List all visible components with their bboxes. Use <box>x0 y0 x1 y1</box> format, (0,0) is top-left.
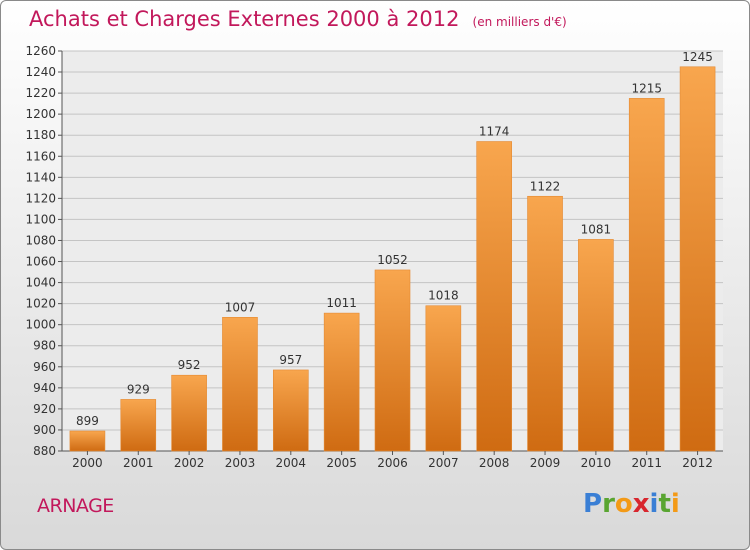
bar <box>120 399 157 452</box>
bar-value-label: 1052 <box>377 253 408 267</box>
y-tick-label: 1260 <box>25 44 56 58</box>
town-name: ARNAGE <box>37 495 114 517</box>
bar <box>323 312 360 452</box>
title-text: Achats et Charges Externes 2000 à 2012 <box>29 7 460 31</box>
bar-value-label: 1018 <box>428 289 459 303</box>
bar-value-label: 1245 <box>682 50 713 64</box>
y-tick-label: 1240 <box>25 65 56 79</box>
y-tick-label: 940 <box>33 381 56 395</box>
logo-letter: P <box>583 489 603 519</box>
x-tick-label: 2000 <box>72 456 103 470</box>
y-tick-label: 1000 <box>25 318 56 332</box>
x-tick-label: 2002 <box>174 456 205 470</box>
y-tick-label: 980 <box>33 339 56 353</box>
y-tick-label: 1160 <box>25 149 56 163</box>
y-tick-label: 920 <box>33 402 56 416</box>
bar <box>425 305 462 452</box>
bar <box>679 66 716 452</box>
logo-letter: o <box>614 489 633 519</box>
bar-value-label: 952 <box>178 358 201 372</box>
bar <box>527 195 563 452</box>
y-tick-label: 1060 <box>25 255 56 269</box>
logo-letter: x <box>632 489 650 519</box>
bar-value-label: 1007 <box>225 300 256 314</box>
y-tick-label: 1220 <box>25 86 56 100</box>
x-tick-label: 2003 <box>225 456 256 470</box>
logo-letter: t <box>658 489 671 519</box>
y-tick-label: 900 <box>33 423 56 437</box>
x-tick-label: 2011 <box>631 456 662 470</box>
bar <box>578 239 614 452</box>
y-tick-label: 1040 <box>25 276 56 290</box>
proxiti-logo: Proxiti <box>583 489 680 519</box>
x-tick-label: 2012 <box>682 456 713 470</box>
logo-letter: i <box>670 489 680 519</box>
logo-letter: i <box>649 489 659 519</box>
y-tick-label: 1120 <box>25 191 56 205</box>
bar <box>628 98 665 452</box>
x-tick-label: 2004 <box>276 456 307 470</box>
unit-text: (en milliers d'€) <box>472 15 567 29</box>
bar-value-label: 1081 <box>581 222 612 236</box>
logo-letter: r <box>602 489 615 519</box>
x-tick-label: 2010 <box>581 456 612 470</box>
bar <box>222 317 258 452</box>
bar-value-label: 899 <box>76 414 99 428</box>
y-tick-label: 1180 <box>25 128 56 142</box>
y-tick-label: 960 <box>33 360 56 374</box>
x-tick-label: 2009 <box>530 456 561 470</box>
bar <box>273 369 309 452</box>
bar-value-label: 1011 <box>326 296 357 310</box>
y-tick-label: 880 <box>33 444 56 458</box>
x-tick-label: 2008 <box>479 456 510 470</box>
chart-title: Achats et Charges Externes 2000 à 2012 (… <box>29 7 567 31</box>
bar-value-label: 1174 <box>479 125 510 139</box>
y-tick-label: 1100 <box>25 212 56 226</box>
bar-value-label: 957 <box>279 353 302 367</box>
bar-value-label: 1215 <box>631 81 662 95</box>
bar <box>476 141 512 452</box>
bar <box>171 374 207 452</box>
bar-value-label: 929 <box>127 382 150 396</box>
y-tick-label: 1080 <box>25 233 56 247</box>
x-tick-label: 2001 <box>123 456 154 470</box>
x-tick-label: 2007 <box>428 456 459 470</box>
x-tick-label: 2006 <box>377 456 408 470</box>
y-tick-label: 1140 <box>25 170 56 184</box>
bar <box>374 269 411 452</box>
y-tick-label: 1020 <box>25 297 56 311</box>
bar-value-label: 1122 <box>530 179 561 193</box>
x-tick-label: 2005 <box>326 456 357 470</box>
bar <box>69 430 106 452</box>
y-tick-label: 1200 <box>25 107 56 121</box>
